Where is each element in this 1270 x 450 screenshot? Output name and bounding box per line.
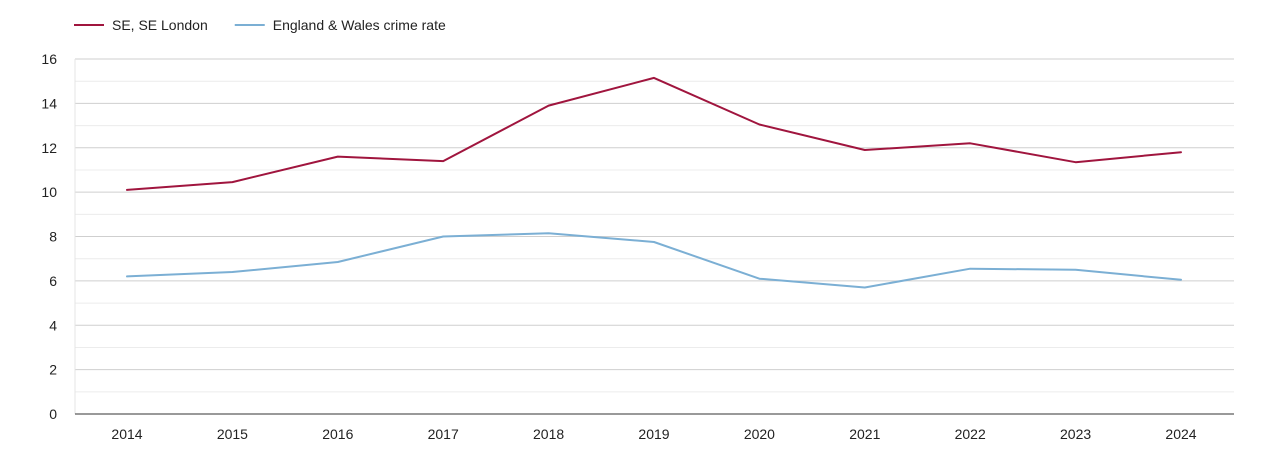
gridlines [75,58,1234,393]
series-1-point [757,122,761,126]
series-2-point [863,286,867,290]
x-tick-label: 2022 [955,426,986,442]
series-1-point [441,159,445,163]
legend-item-2[interactable]: England & Wales crime rate [234,17,446,33]
series-line-2 [126,232,1182,289]
series-2-point [230,270,234,274]
series-1-point [1074,160,1078,164]
series-2-point [547,231,551,235]
series-2-point [652,240,656,244]
x-tick-label: 2016 [322,426,353,442]
series-2-point [441,235,445,239]
x-tick-label: 2018 [533,426,564,442]
y-tick-label: 4 [49,317,57,333]
series-1-point [652,76,656,80]
legend-label: SE, SE London [112,17,208,33]
series-1-point [547,104,551,108]
x-axis: 2014 2015 2016 2017 2018 2019 2020 2021 2022 2023… [75,413,1234,442]
series-2-point [1179,278,1183,282]
series-2-point [125,274,129,278]
y-axis: 0 2 4 6 8 10 12 14 16 [41,51,76,422]
y-tick-label: 0 [49,406,57,422]
y-tick-label: 8 [49,229,57,245]
y-tick-label: 12 [41,140,57,156]
y-tick-label: 2 [49,362,57,378]
series-1-point [1179,150,1183,154]
x-tick-label: 2024 [1165,426,1196,442]
series-1-point [863,148,867,152]
x-tick-label: 2023 [1060,426,1091,442]
series-2-point [1074,268,1078,272]
x-tick-label: 2020 [744,426,775,442]
y-tick-label: 10 [41,184,57,200]
y-tick-label: 16 [41,51,57,67]
series-2-point [336,260,340,264]
series-1-point [125,188,129,192]
x-tick-label: 2021 [849,426,880,442]
legend-item-1[interactable]: SE, SE London [74,17,208,33]
series-2-point [968,267,972,271]
x-tick-label: 2014 [111,426,142,442]
x-tick-label: 2017 [428,426,459,442]
series-line-1 [126,76,1182,191]
x-tick-label: 2015 [217,426,248,442]
legend: SE, SE London England & Wales crime rate [74,17,446,33]
x-tick-label: 2019 [638,426,669,442]
series-1-point [230,180,234,184]
series-1-point [968,141,972,145]
series-2-point [757,277,761,281]
y-tick-label: 6 [49,273,57,289]
series-layer [125,76,1183,290]
y-tick-label: 14 [41,95,57,111]
legend-label: England & Wales crime rate [273,17,446,33]
series-1-point [336,155,340,159]
